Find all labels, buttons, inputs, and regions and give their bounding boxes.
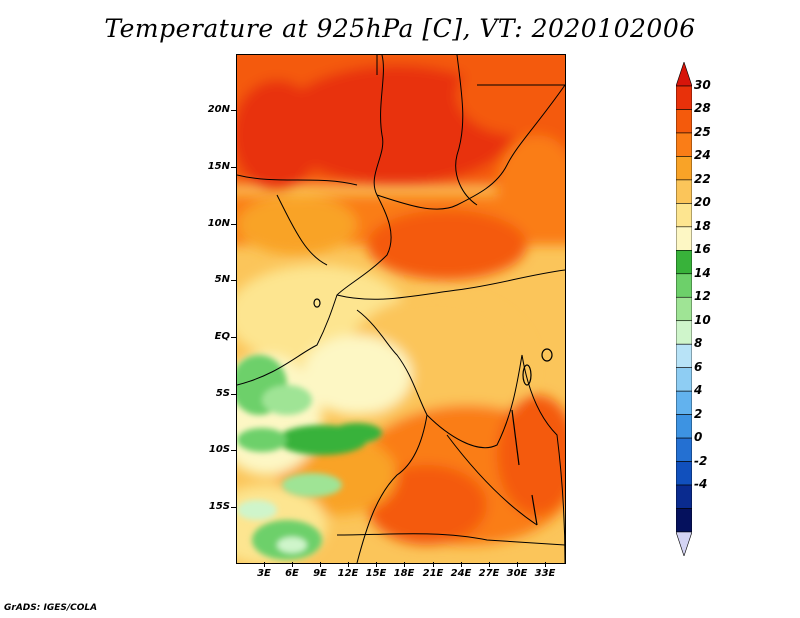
colorbar-segment <box>676 484 692 509</box>
lat-label-5n: 5N <box>214 274 230 285</box>
colorbar-label: 6 <box>694 359 703 374</box>
lon-tick <box>320 562 321 567</box>
lat-tick <box>231 507 236 508</box>
lat-tick <box>231 450 236 451</box>
colorbar-label: 24 <box>694 148 711 163</box>
lon-label-15e: 15E <box>365 568 387 579</box>
lon-tick <box>517 562 518 567</box>
lon-tick <box>264 562 265 567</box>
colorbar-segment <box>676 343 692 368</box>
lat-tick <box>231 280 236 281</box>
lon-label-24e: 24E <box>450 568 472 579</box>
footer-credit: GrADS: IGES/COLA <box>4 603 98 613</box>
colorbar-label: 10 <box>694 312 711 327</box>
lon-tick <box>292 562 293 567</box>
colorbar-label: -2 <box>694 453 708 468</box>
lon-label-33e: 33E <box>534 568 556 579</box>
lon-label-9e: 9E <box>313 568 327 579</box>
colorbar-label: -4 <box>694 477 708 492</box>
colorbar-segment <box>676 273 692 298</box>
colorbar-segment <box>676 132 692 157</box>
colorbar-label: 30 <box>694 78 711 92</box>
colorbar-segment <box>676 437 692 462</box>
colorbar <box>676 62 692 556</box>
colorbar-segment <box>676 250 692 275</box>
lat-label-10n: 10N <box>207 218 230 229</box>
colorbar-label: 18 <box>694 218 711 233</box>
lon-tick <box>348 562 349 567</box>
colorbar-segment <box>676 508 692 533</box>
lon-tick <box>461 562 462 567</box>
lon-tick <box>489 562 490 567</box>
chart-title: Temperature at 925hPa [C], VT: 202010200… <box>104 14 696 43</box>
colorbar-label: 20 <box>694 195 711 210</box>
lat-label-15n: 15N <box>207 161 230 172</box>
temperature-map <box>236 54 566 564</box>
lon-tick <box>404 562 405 567</box>
lon-label-30e: 30E <box>506 568 528 579</box>
colorbar-label: 2 <box>694 406 703 421</box>
lat-tick <box>231 337 236 338</box>
lat-tick <box>231 110 236 111</box>
lon-label-12e: 12E <box>337 568 359 579</box>
lon-label-27e: 27E <box>478 568 500 579</box>
lat-label-20n: 20N <box>207 104 230 115</box>
colorbar-segment <box>676 461 692 486</box>
colorbar-segment <box>676 109 692 134</box>
colorbar-label: 0 <box>694 430 703 445</box>
lon-label-6e: 6E <box>285 568 299 579</box>
colorbar-label: 4 <box>694 383 703 398</box>
colorbar-segment <box>676 179 692 204</box>
lon-label-18e: 18E <box>393 568 415 579</box>
colorbar-segment <box>676 367 692 392</box>
colorbar-segment <box>676 85 692 110</box>
colorbar-top-cap <box>676 62 692 87</box>
lon-label-21e: 21E <box>422 568 444 579</box>
lon-tick <box>545 562 546 567</box>
lat-label-5s: 5S <box>215 388 230 399</box>
colorbar-segment <box>676 296 692 322</box>
map-field <box>237 55 565 563</box>
colorbar-label: 25 <box>694 124 711 139</box>
lat-tick <box>231 167 236 168</box>
colorbar-segment <box>676 203 692 228</box>
colorbar-segment <box>676 390 692 415</box>
lat-label-15s: 15S <box>208 501 230 512</box>
lat-label-10s: 10S <box>208 444 230 455</box>
colorbar-label: 22 <box>694 171 711 186</box>
colorbar-label: 28 <box>694 101 711 116</box>
colorbar-segment <box>676 414 692 439</box>
colorbar-label: 12 <box>694 289 711 304</box>
colorbar-label: 8 <box>694 336 703 351</box>
colorbar-segment <box>676 226 692 251</box>
colorbar-label: 14 <box>694 265 711 280</box>
lat-label-eq: EQ <box>214 331 230 342</box>
colorbar-label: 16 <box>694 242 711 257</box>
colorbar-segment <box>676 320 692 345</box>
lon-tick <box>376 562 377 567</box>
lon-label-3e: 3E <box>257 568 271 579</box>
lat-tick <box>231 394 236 395</box>
colorbar-bottom-cap <box>676 531 692 556</box>
lat-tick <box>231 224 236 225</box>
lon-tick <box>433 562 434 567</box>
colorbar-segment <box>676 156 692 181</box>
